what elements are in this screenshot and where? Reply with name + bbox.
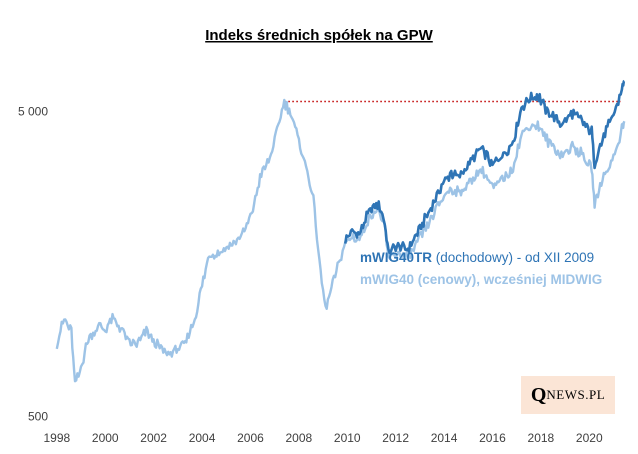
x-tick-label: 2004 [189,431,216,445]
x-tick-label: 2018 [528,431,555,445]
legend: mWIG40TR (dochodowy) - od XII 2009 mWIG4… [360,250,602,287]
series-layer [55,79,626,383]
legend-entry-mwig40tr: mWIG40TR (dochodowy) - od XII 2009 [360,250,594,265]
x-tick-label: 2002 [140,431,167,445]
series-line-mwig40tr [344,79,626,255]
series-line-mwig40 [55,98,626,383]
legend-label-bold: mWIG40TR [360,250,432,265]
x-tick-label: 2010 [334,431,361,445]
x-tick-label: 2014 [431,431,458,445]
chart-title: Indeks średnich spółek na GPW [205,27,433,44]
logo-letter: Q [530,383,547,406]
x-tick-label: 2000 [92,431,119,445]
x-tick-label: 1998 [43,431,70,445]
logo-text: NEWS.PL [546,387,606,402]
x-tick-label: 2012 [382,431,409,445]
x-axis: 1998 2000 2002 2004 2006 2008 2010 2012 2014 2016… [43,431,602,445]
y-tick-label: 5 000 [18,105,48,119]
qnews-logo: Q NEWS.PL [521,376,615,414]
y-axis: 500 5 000 [18,105,48,424]
x-tick-label: 2006 [237,431,264,445]
x-tick-label: 2008 [286,431,313,445]
x-tick-label: 2020 [576,431,603,445]
legend-entry-mwig40: mWIG40 (cenowy), wcześniej MIDWIG [360,272,602,287]
x-tick-label: 2016 [479,431,506,445]
y-tick-label: 500 [28,410,48,424]
legend-label-rest: (dochodowy) - od XII 2009 [432,250,594,265]
